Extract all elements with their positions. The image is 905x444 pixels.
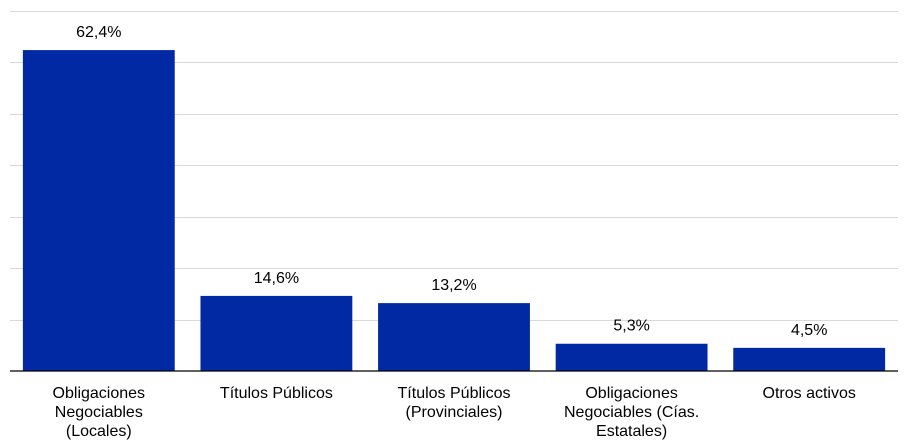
data-label: 14,6% (254, 270, 299, 287)
category-label: Títulos Públicos (Provinciales) (398, 385, 511, 421)
category-label: Otros activos (763, 385, 856, 402)
data-labels: 62,4% 14,6% 13,2% 5,3% 4,5% (76, 24, 827, 339)
category-labels: Obligaciones Negociables (Locales) Títulos … (53, 385, 856, 440)
category-label: Títulos Públicos (220, 385, 333, 402)
bar (22, 50, 175, 371)
bar (378, 303, 530, 371)
category-label: Obligaciones Negociables (Cías. Estatales) (564, 385, 699, 440)
bar (555, 343, 708, 371)
bars (22, 50, 886, 371)
data-label: 13,2% (431, 277, 476, 294)
data-label: 62,4% (76, 24, 121, 41)
category-label: Obligaciones Negociables (Locales) (53, 385, 146, 440)
bar (733, 347, 886, 371)
bar (200, 295, 353, 371)
data-label: 4,5% (791, 322, 827, 339)
data-label: 5,3% (613, 318, 649, 335)
